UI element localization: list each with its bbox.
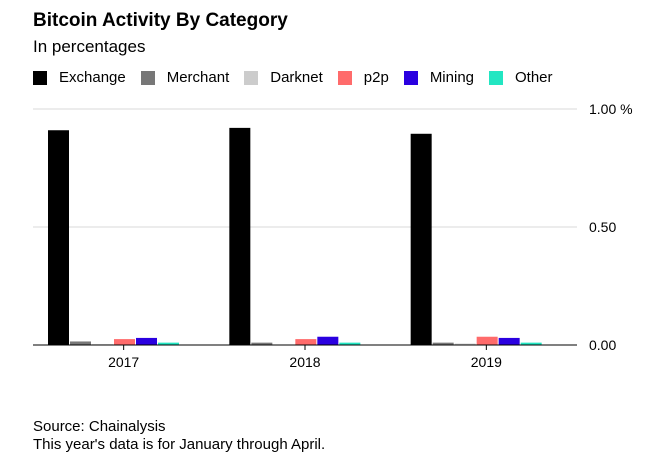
chart-title: Bitcoin Activity By Category: [33, 10, 288, 31]
legend-swatch: [337, 70, 352, 85]
legend-swatch: [244, 70, 259, 85]
source-text: Source: Chainalysis: [33, 418, 166, 435]
legend-item-merchant: Merchant: [140, 69, 230, 86]
legend: Exchange Merchant Darknet p2p Mining Other: [33, 69, 568, 86]
bar-merchant-2018: [251, 342, 273, 345]
y-tick-label: 0.00: [589, 337, 616, 353]
bar-p2p-2018: [295, 339, 317, 345]
legend-item-mining: Mining: [403, 69, 474, 86]
bar-merchant-2019: [432, 342, 454, 345]
bar-merchant-2017: [70, 341, 91, 345]
bar-exchange-2018: [229, 127, 251, 345]
x-tick-label: 2018: [289, 354, 320, 370]
x-tick-label: 2017: [108, 354, 139, 370]
legend-swatch: [140, 70, 155, 85]
bar-exchange-2019: [410, 133, 432, 345]
y-tick-label: 1.00 %: [589, 101, 633, 117]
bar-p2p-2017: [114, 339, 135, 345]
legend-item-p2p: p2p: [337, 69, 389, 86]
legend-label: Exchange: [59, 69, 126, 86]
y-tick-label: 0.50: [589, 219, 616, 235]
bar-mining-2018: [317, 336, 339, 345]
bar-other-2018: [339, 342, 361, 345]
legend-label: Mining: [429, 69, 474, 86]
legend-label: Other: [515, 69, 553, 86]
chart-subtitle: In percentages: [33, 37, 146, 56]
bar-exchange-2017: [48, 130, 69, 345]
legend-item-other: Other: [489, 69, 553, 86]
bar-darknet-2019: [454, 343, 476, 345]
legend-label: Darknet: [270, 69, 323, 86]
legend-swatch: [403, 70, 418, 85]
bar-other-2019: [520, 342, 542, 345]
legend-item-darknet: Darknet: [244, 69, 323, 86]
legend-swatch: [489, 70, 503, 85]
source-note: Source: Chainalysis This year's data is …: [33, 418, 325, 454]
bar-mining-2019: [498, 337, 520, 345]
bar-p2p-2019: [476, 336, 498, 345]
bar-mining-2017: [136, 337, 157, 345]
x-tick-label: 2019: [471, 354, 502, 370]
legend-label: p2p: [363, 69, 389, 86]
bar-other-2017: [158, 342, 179, 345]
legend-swatch: [33, 70, 47, 85]
legend-item-exchange: Exchange: [33, 69, 126, 86]
footnote-text: This year's data is for January through …: [33, 436, 326, 453]
legend-label: Merchant: [166, 69, 230, 86]
